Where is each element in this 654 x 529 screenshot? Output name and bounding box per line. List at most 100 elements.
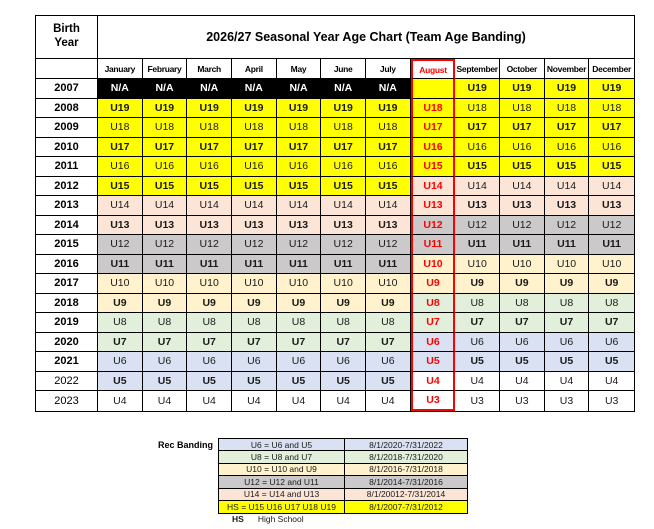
age-cell: U8 bbox=[232, 313, 277, 333]
year-label: 2017 bbox=[36, 274, 98, 294]
age-cell: U10 bbox=[232, 274, 277, 294]
age-cell: U15 bbox=[276, 176, 322, 196]
age-cell: U16 bbox=[366, 157, 411, 177]
age-cell: U15 bbox=[500, 157, 545, 177]
age-cell: U18 bbox=[321, 118, 366, 138]
age-cell: U11 bbox=[276, 254, 322, 274]
age-cell: U3 bbox=[500, 391, 545, 411]
age-cell: U8 bbox=[187, 313, 232, 333]
age-cell: U11 bbox=[187, 254, 232, 274]
age-cell: U5 bbox=[455, 352, 500, 372]
year-label: 2018 bbox=[36, 293, 98, 313]
age-cell: U10 bbox=[321, 274, 366, 294]
age-cell: U19 bbox=[544, 79, 590, 99]
age-cell: U5 bbox=[276, 371, 322, 391]
age-cell: U13 bbox=[98, 215, 143, 235]
age-cell: U3 bbox=[410, 391, 456, 411]
legend-dates: 8/1/2020-7/31/2022 bbox=[345, 439, 467, 452]
age-cell: U17 bbox=[589, 118, 634, 138]
age-cell: U12 bbox=[142, 235, 188, 255]
age-cell: U16 bbox=[544, 137, 590, 157]
age-cell: U6 bbox=[98, 352, 143, 372]
legend-definition: U10 = U10 and U9 bbox=[219, 463, 345, 477]
age-cell: U13 bbox=[455, 196, 500, 216]
legend-definition: U12 = U12 and U11 bbox=[219, 476, 345, 489]
legend-dates: 8/1/2014-7/31/2016 bbox=[345, 476, 467, 489]
age-cell: U3 bbox=[589, 391, 634, 411]
age-cell: U19 bbox=[500, 79, 545, 99]
age-chart-table: Birth Year 2026/27 Seasonal Year Age Cha… bbox=[35, 15, 635, 412]
age-cell: U13 bbox=[232, 215, 277, 235]
age-cell: U9 bbox=[410, 274, 456, 294]
age-cell: U12 bbox=[589, 215, 634, 235]
age-cell: U8 bbox=[544, 293, 590, 313]
age-cell: U14 bbox=[589, 176, 634, 196]
age-cell: U9 bbox=[455, 274, 500, 294]
age-cell: U6 bbox=[500, 332, 545, 352]
age-cell: U13 bbox=[500, 196, 545, 216]
age-cell: U4 bbox=[321, 391, 366, 411]
age-cell: U5 bbox=[142, 371, 188, 391]
age-cell: N/A bbox=[232, 79, 277, 99]
age-cell: U16 bbox=[187, 157, 232, 177]
age-cell: U4 bbox=[187, 391, 232, 411]
legend-dates: 8/1/20012-7/31/2014 bbox=[345, 488, 467, 501]
age-cell: U19 bbox=[232, 98, 277, 118]
age-cell: U9 bbox=[142, 293, 188, 313]
age-cell: U9 bbox=[321, 293, 366, 313]
age-cell: U16 bbox=[232, 157, 277, 177]
age-cell: U13 bbox=[366, 215, 411, 235]
age-cell: U10 bbox=[544, 254, 590, 274]
age-cell: U12 bbox=[366, 235, 411, 255]
year-label: 2022 bbox=[36, 371, 98, 391]
age-cell: U19 bbox=[589, 79, 634, 99]
month-row-spacer bbox=[36, 59, 98, 79]
footnote-text: High School bbox=[257, 514, 304, 524]
age-cell: U12 bbox=[544, 215, 590, 235]
page-title: 2026/27 Seasonal Year Age Chart (Team Ag… bbox=[98, 16, 634, 59]
age-cell: U11 bbox=[366, 254, 411, 274]
legend-definition: HS = U15 U16 U17 U18 U19 bbox=[219, 500, 345, 514]
month-header-april: April bbox=[232, 59, 277, 79]
age-cell: U16 bbox=[142, 157, 188, 177]
age-cell: U18 bbox=[544, 98, 590, 118]
age-cell: U6 bbox=[276, 352, 322, 372]
age-cell: U12 bbox=[321, 235, 366, 255]
age-cell: U7 bbox=[410, 313, 456, 333]
rec-banding-legend: U6 = U6 and U5 8/1/2020-7/31/2022 U8 = U8 … bbox=[218, 438, 468, 515]
age-cell: U3 bbox=[544, 391, 590, 411]
age-cell: U12 bbox=[410, 215, 456, 235]
age-cell: U4 bbox=[98, 391, 143, 411]
age-cell: U6 bbox=[544, 332, 590, 352]
age-cell: U7 bbox=[98, 332, 143, 352]
age-cell: U9 bbox=[187, 293, 232, 313]
age-cell: N/A bbox=[321, 79, 366, 99]
age-cell: U15 bbox=[232, 176, 277, 196]
age-cell: U5 bbox=[410, 352, 456, 372]
age-cell: U15 bbox=[544, 157, 590, 177]
month-header-august: August bbox=[410, 59, 456, 79]
age-cell: U8 bbox=[142, 313, 188, 333]
age-cell: U19 bbox=[366, 98, 411, 118]
age-cell: U9 bbox=[589, 274, 634, 294]
age-cell: U6 bbox=[366, 352, 411, 372]
age-cell: U7 bbox=[142, 332, 188, 352]
age-cell: U11 bbox=[455, 235, 500, 255]
year-label: 2011 bbox=[36, 157, 98, 177]
age-cell: U8 bbox=[276, 313, 322, 333]
age-cell: U12 bbox=[232, 235, 277, 255]
age-cell: U12 bbox=[187, 235, 232, 255]
age-cell: U4 bbox=[500, 371, 545, 391]
age-cell: U9 bbox=[98, 293, 143, 313]
legend-dates: 8/1/2018-7/31/2020 bbox=[345, 451, 467, 464]
age-cell: U16 bbox=[276, 157, 322, 177]
month-header-december: December bbox=[589, 59, 634, 79]
age-cell: U11 bbox=[500, 235, 545, 255]
age-cell: U5 bbox=[544, 352, 590, 372]
age-cell: U10 bbox=[276, 274, 322, 294]
legend-definition: U6 = U6 and U5 bbox=[219, 439, 345, 452]
year-label: 2023 bbox=[36, 391, 98, 411]
age-cell: U13 bbox=[321, 215, 366, 235]
age-cell: U6 bbox=[187, 352, 232, 372]
age-cell: U5 bbox=[98, 371, 143, 391]
